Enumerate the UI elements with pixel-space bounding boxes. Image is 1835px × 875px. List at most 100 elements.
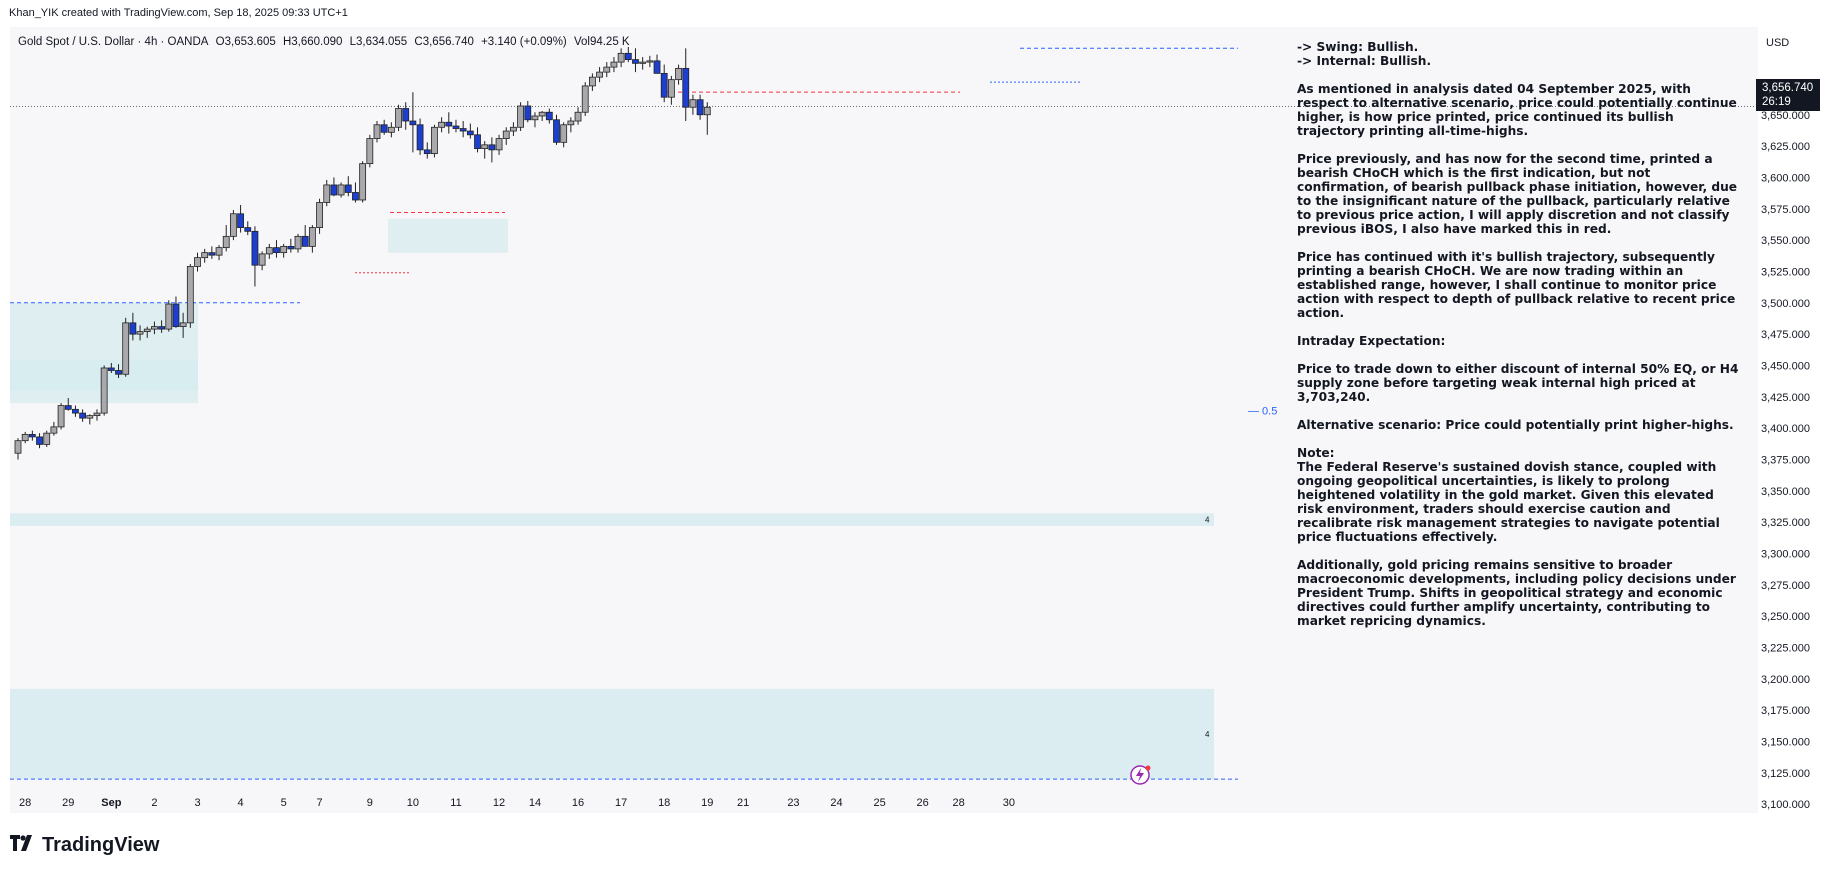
time-tick-label: 24	[830, 797, 842, 809]
high-value: H3,660.090	[282, 36, 343, 48]
candle-body	[423, 149, 431, 155]
candle-body	[675, 67, 682, 81]
candle-body	[21, 434, 29, 442]
price-tick-label: 3,125.000	[1761, 768, 1810, 780]
price-tick-label: 3,650.000	[1761, 110, 1810, 122]
brand-name: TradingView	[42, 834, 160, 856]
currency-label[interactable]: USD	[1766, 37, 1790, 49]
notes-paragraph-1: As mentioned in analysis dated 04 Septem…	[1297, 82, 1737, 138]
time-tick-label: 21	[737, 797, 749, 809]
candle-body	[294, 235, 302, 250]
candle-body	[165, 303, 173, 330]
candle-body	[79, 412, 87, 419]
price-tick-label: 3,275.000	[1761, 580, 1810, 592]
candle-body	[308, 227, 316, 247]
candle-body	[72, 408, 79, 414]
candle-body	[215, 247, 223, 256]
candle-body	[316, 202, 323, 228]
candle-body	[696, 99, 704, 116]
price-tick-label: 3,325.000	[1761, 517, 1810, 529]
candle-body	[258, 253, 266, 266]
notes-paragraph-5: Alternative scenario: Price could potent…	[1297, 418, 1734, 432]
time-tick-label: 23	[787, 797, 799, 809]
candle-body	[50, 426, 58, 434]
candle-body	[115, 370, 122, 375]
current-price-tag: 3,656.740 26:19	[1756, 79, 1820, 111]
time-tick-label: 7	[316, 797, 322, 809]
candle-body	[531, 115, 539, 121]
time-tick-label: 29	[62, 797, 74, 809]
zone-band-3325	[10, 513, 1214, 526]
candle-body	[466, 130, 474, 136]
candle-body	[129, 322, 137, 335]
fib-50-label: — 0.5	[1248, 406, 1277, 418]
chart-area[interactable]	[10, 27, 1758, 813]
candle-body	[36, 436, 43, 445]
symbol-name[interactable]: Gold Spot / U.S. Dollar · 4h · OANDA	[18, 36, 209, 48]
candle-body	[474, 134, 481, 149]
candle-body	[682, 67, 690, 108]
candle-body	[43, 432, 51, 445]
candle-body	[488, 144, 496, 151]
current-price: 3,656.740	[1762, 82, 1814, 94]
symbol-legend: Gold Spot / U.S. Dollar · 4h · OANDA O3,…	[18, 36, 634, 48]
price-tick-label: 3,100.000	[1761, 799, 1810, 811]
footer	[0, 815, 1835, 875]
volume-value: Vol94.25 K	[573, 36, 630, 48]
candle-body	[660, 72, 668, 98]
candle-body	[481, 144, 489, 149]
candle-body	[653, 60, 661, 74]
candle-body	[352, 192, 359, 201]
time-tick-label: 19	[701, 797, 713, 809]
price-tick-label: 3,400.000	[1761, 423, 1810, 435]
candle-body	[100, 367, 108, 414]
notes-paragraph-4: Price to trade down to either discount o…	[1297, 362, 1739, 404]
candle-body	[431, 126, 438, 155]
candle-body	[287, 245, 295, 250]
candle-body	[703, 106, 711, 116]
candle-body	[323, 184, 331, 203]
candle-body	[244, 227, 252, 232]
time-tick-label: 3	[194, 797, 200, 809]
candle-body	[452, 125, 460, 129]
candle-body	[158, 326, 166, 330]
price-tick-label: 3,150.000	[1761, 737, 1810, 749]
candle-body	[553, 119, 560, 143]
tradingview-logo[interactable]: TradingView	[10, 834, 159, 857]
candle-body	[574, 111, 582, 122]
candle-body	[581, 85, 589, 113]
candle-body	[545, 111, 553, 121]
time-tick-label: 28	[952, 797, 964, 809]
candle-body	[172, 303, 180, 328]
candle-body	[208, 252, 216, 256]
price-tick-label: 3,200.000	[1761, 674, 1810, 686]
time-tick-label: Sep	[101, 797, 121, 809]
candle-body	[624, 52, 632, 60]
time-tick-label: 26	[917, 797, 929, 809]
candle-body	[366, 138, 374, 165]
candle-body	[179, 322, 187, 328]
notes-paragraph-7: Additionally, gold pricing remains sensi…	[1297, 558, 1736, 628]
candle-body	[222, 235, 230, 249]
price-tick-label: 3,375.000	[1761, 454, 1810, 466]
candle-body	[632, 59, 639, 64]
zone-label-1: 4	[1205, 516, 1210, 525]
open-value: O3,653.605	[215, 36, 276, 48]
candle-body	[459, 128, 467, 132]
candle-body	[64, 405, 72, 410]
time-tick-label: 16	[572, 797, 584, 809]
candle-body	[273, 247, 280, 254]
lightning-event-icon[interactable]	[1130, 765, 1151, 785]
author-line: Khan_YIK created with TradingView.com, S…	[9, 7, 348, 19]
time-tick-label: 14	[529, 797, 541, 809]
candle-body	[301, 235, 309, 247]
time-tick-label: 28	[19, 797, 31, 809]
candle-body	[57, 405, 65, 428]
candle-body	[395, 108, 402, 128]
candle-body	[610, 61, 618, 68]
candle-body	[237, 213, 244, 228]
candle-body	[416, 124, 424, 151]
time-tick-label: 5	[281, 797, 287, 809]
candle-body	[387, 126, 395, 133]
